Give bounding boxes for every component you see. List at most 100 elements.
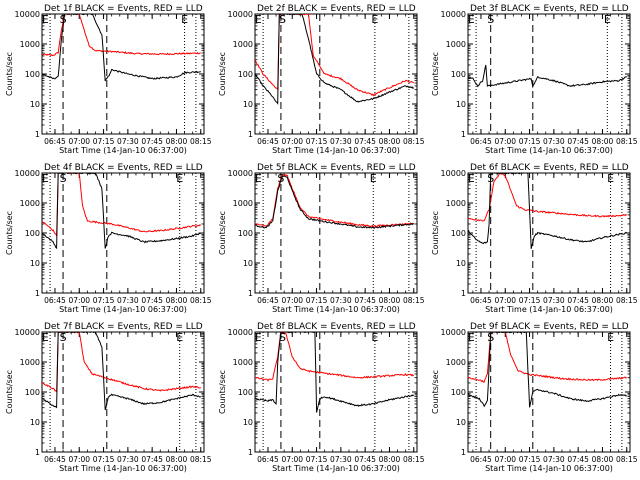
x-tick-label: 07:45 <box>141 455 163 464</box>
marker-label-e: E <box>607 172 614 185</box>
marker-label-e: E <box>468 172 475 185</box>
x-tick-label: 07:30 <box>117 455 139 464</box>
x-tick-label: 06:45 <box>44 137 66 146</box>
chart-panel-9: Det 9f BLACK = Events, RED = LLD 1 10 100 10… <box>431 322 638 473</box>
y-axis-label: Counts/sec <box>5 211 14 255</box>
y-tick-label: 10000 <box>228 10 253 19</box>
x-tick-label: 07:45 <box>567 455 589 464</box>
chart-title: Det 5f BLACK = Events, RED = LLD <box>257 163 416 173</box>
y-tick-label: 1000 <box>20 199 40 208</box>
y-tick-label: 1000 <box>20 358 40 367</box>
y-tick-label: 100 <box>25 229 40 238</box>
x-tick-label: 08:15 <box>616 137 638 146</box>
y-tick-label: 10000 <box>228 328 253 337</box>
y-tick-label: 1 <box>35 289 40 298</box>
marker-label-e: E <box>607 331 614 344</box>
y-tick-label: 1 <box>461 289 466 298</box>
x-tick-label: 07:15 <box>519 455 541 464</box>
plot-frame <box>467 13 631 135</box>
y-axis-label: Counts/sec <box>218 370 227 414</box>
y-axis-label: Counts/sec <box>5 370 14 414</box>
y-axis-label: Counts/sec <box>218 211 227 255</box>
y-tick-label: 100 <box>238 229 253 238</box>
x-tick-label: 08:15 <box>403 137 425 146</box>
chart-panel-3: Det 3f BLACK = Events, RED = LLD 1 10 100 10… <box>431 4 638 155</box>
y-tick-label: 100 <box>25 70 40 79</box>
x-tick-label: 08:00 <box>592 455 614 464</box>
x-axis-label: Start Time (14-Jan-10 06:37:00) <box>59 464 187 473</box>
x-axis-label: Start Time (14-Jan-10 06:37:00) <box>59 305 187 314</box>
marker-label-e: E <box>468 13 475 26</box>
chart-title: Det 4f BLACK = Events, RED = LLD <box>44 163 203 173</box>
series-events-line <box>468 173 628 249</box>
x-tick-label: 07:15 <box>306 137 328 146</box>
y-tick-label: 10000 <box>15 10 40 19</box>
y-axis-label: Counts/sec <box>431 211 440 255</box>
x-tick-label: 08:15 <box>616 296 638 305</box>
marker-label-e: E <box>371 13 378 26</box>
marker-label-s: S <box>60 331 67 344</box>
x-axis-label: Start Time (14-Jan-10 06:37:00) <box>485 305 613 314</box>
series-lld-line <box>255 173 415 228</box>
x-tick-label: 08:15 <box>403 296 425 305</box>
x-tick-label: 07:45 <box>354 137 376 146</box>
y-axis-label: Counts/sec <box>431 52 440 96</box>
chart-panel-1: Det 1f BLACK = Events, RED = LLD 1 10 100 10… <box>5 4 212 155</box>
marker-label-s: S <box>279 331 286 344</box>
x-tick-label: 07:45 <box>141 296 163 305</box>
x-tick-label: 07:30 <box>543 455 565 464</box>
x-tick-label: 08:15 <box>616 455 638 464</box>
y-tick-label: 10 <box>30 259 40 268</box>
marker-label-e: E <box>468 331 475 344</box>
y-tick-label: 10 <box>243 259 253 268</box>
chart-title: Det 8f BLACK = Events, RED = LLD <box>257 322 416 332</box>
x-tick-label: 08:15 <box>190 137 212 146</box>
y-tick-label: 1 <box>461 448 466 457</box>
x-axis-label: Start Time (14-Jan-10 06:37:00) <box>272 305 400 314</box>
y-axis-label: Counts/sec <box>5 52 14 96</box>
x-tick-label: 06:45 <box>44 455 66 464</box>
y-tick-label: 10 <box>30 418 40 427</box>
chart-title: Det 9f BLACK = Events, RED = LLD <box>470 322 629 332</box>
y-axis-label: Counts/sec <box>431 370 440 414</box>
plot-frame <box>467 331 631 453</box>
x-axis-label: Start Time (14-Jan-10 06:37:00) <box>485 146 613 155</box>
chart-panel-8: Det 8f BLACK = Events, RED = LLD 1 10 100 10… <box>218 322 425 473</box>
x-tick-label: 06:45 <box>44 296 66 305</box>
x-tick-label: 08:00 <box>592 296 614 305</box>
x-tick-label: 07:45 <box>141 137 163 146</box>
plot-frame <box>41 13 205 135</box>
y-tick-label: 1 <box>35 448 40 457</box>
chart-title: Det 1f BLACK = Events, RED = LLD <box>44 4 203 14</box>
marker-label-s: S <box>60 172 67 185</box>
y-tick-label: 10 <box>456 259 466 268</box>
y-tick-label: 10000 <box>441 169 466 178</box>
marker-label-e: E <box>371 331 378 344</box>
y-tick-label: 10000 <box>441 10 466 19</box>
marker-label-s: S <box>277 172 284 185</box>
x-tick-label: 08:15 <box>190 455 212 464</box>
x-tick-label: 08:00 <box>379 137 401 146</box>
x-axis-label: Start Time (14-Jan-10 06:37:00) <box>59 146 187 155</box>
chart-panel-2: Det 2f BLACK = Events, RED = LLD 1 10 100 10… <box>218 4 425 155</box>
x-tick-label: 06:45 <box>257 455 279 464</box>
chart-panel-6: Det 6f BLACK = Events, RED = LLD 1 10 100 10… <box>431 163 638 314</box>
y-tick-label: 10 <box>456 100 466 109</box>
y-tick-label: 1000 <box>20 40 40 49</box>
x-tick-label: 07:15 <box>306 455 328 464</box>
x-tick-label: 07:30 <box>543 296 565 305</box>
marker-label-s: S <box>60 13 67 26</box>
marker-label-e: E <box>176 172 183 185</box>
y-tick-label: 1 <box>35 130 40 139</box>
x-tick-label: 07:45 <box>567 296 589 305</box>
x-tick-label: 07:45 <box>354 296 376 305</box>
x-tick-label: 07:15 <box>93 137 115 146</box>
x-tick-label: 08:15 <box>190 296 212 305</box>
series-events-line <box>255 175 414 229</box>
x-tick-label: 07:15 <box>306 296 328 305</box>
y-tick-label: 1 <box>461 130 466 139</box>
y-tick-label: 1000 <box>233 358 253 367</box>
marker-label-e: E <box>42 13 49 26</box>
series-events-line <box>42 332 202 411</box>
series-events-line <box>255 332 415 413</box>
